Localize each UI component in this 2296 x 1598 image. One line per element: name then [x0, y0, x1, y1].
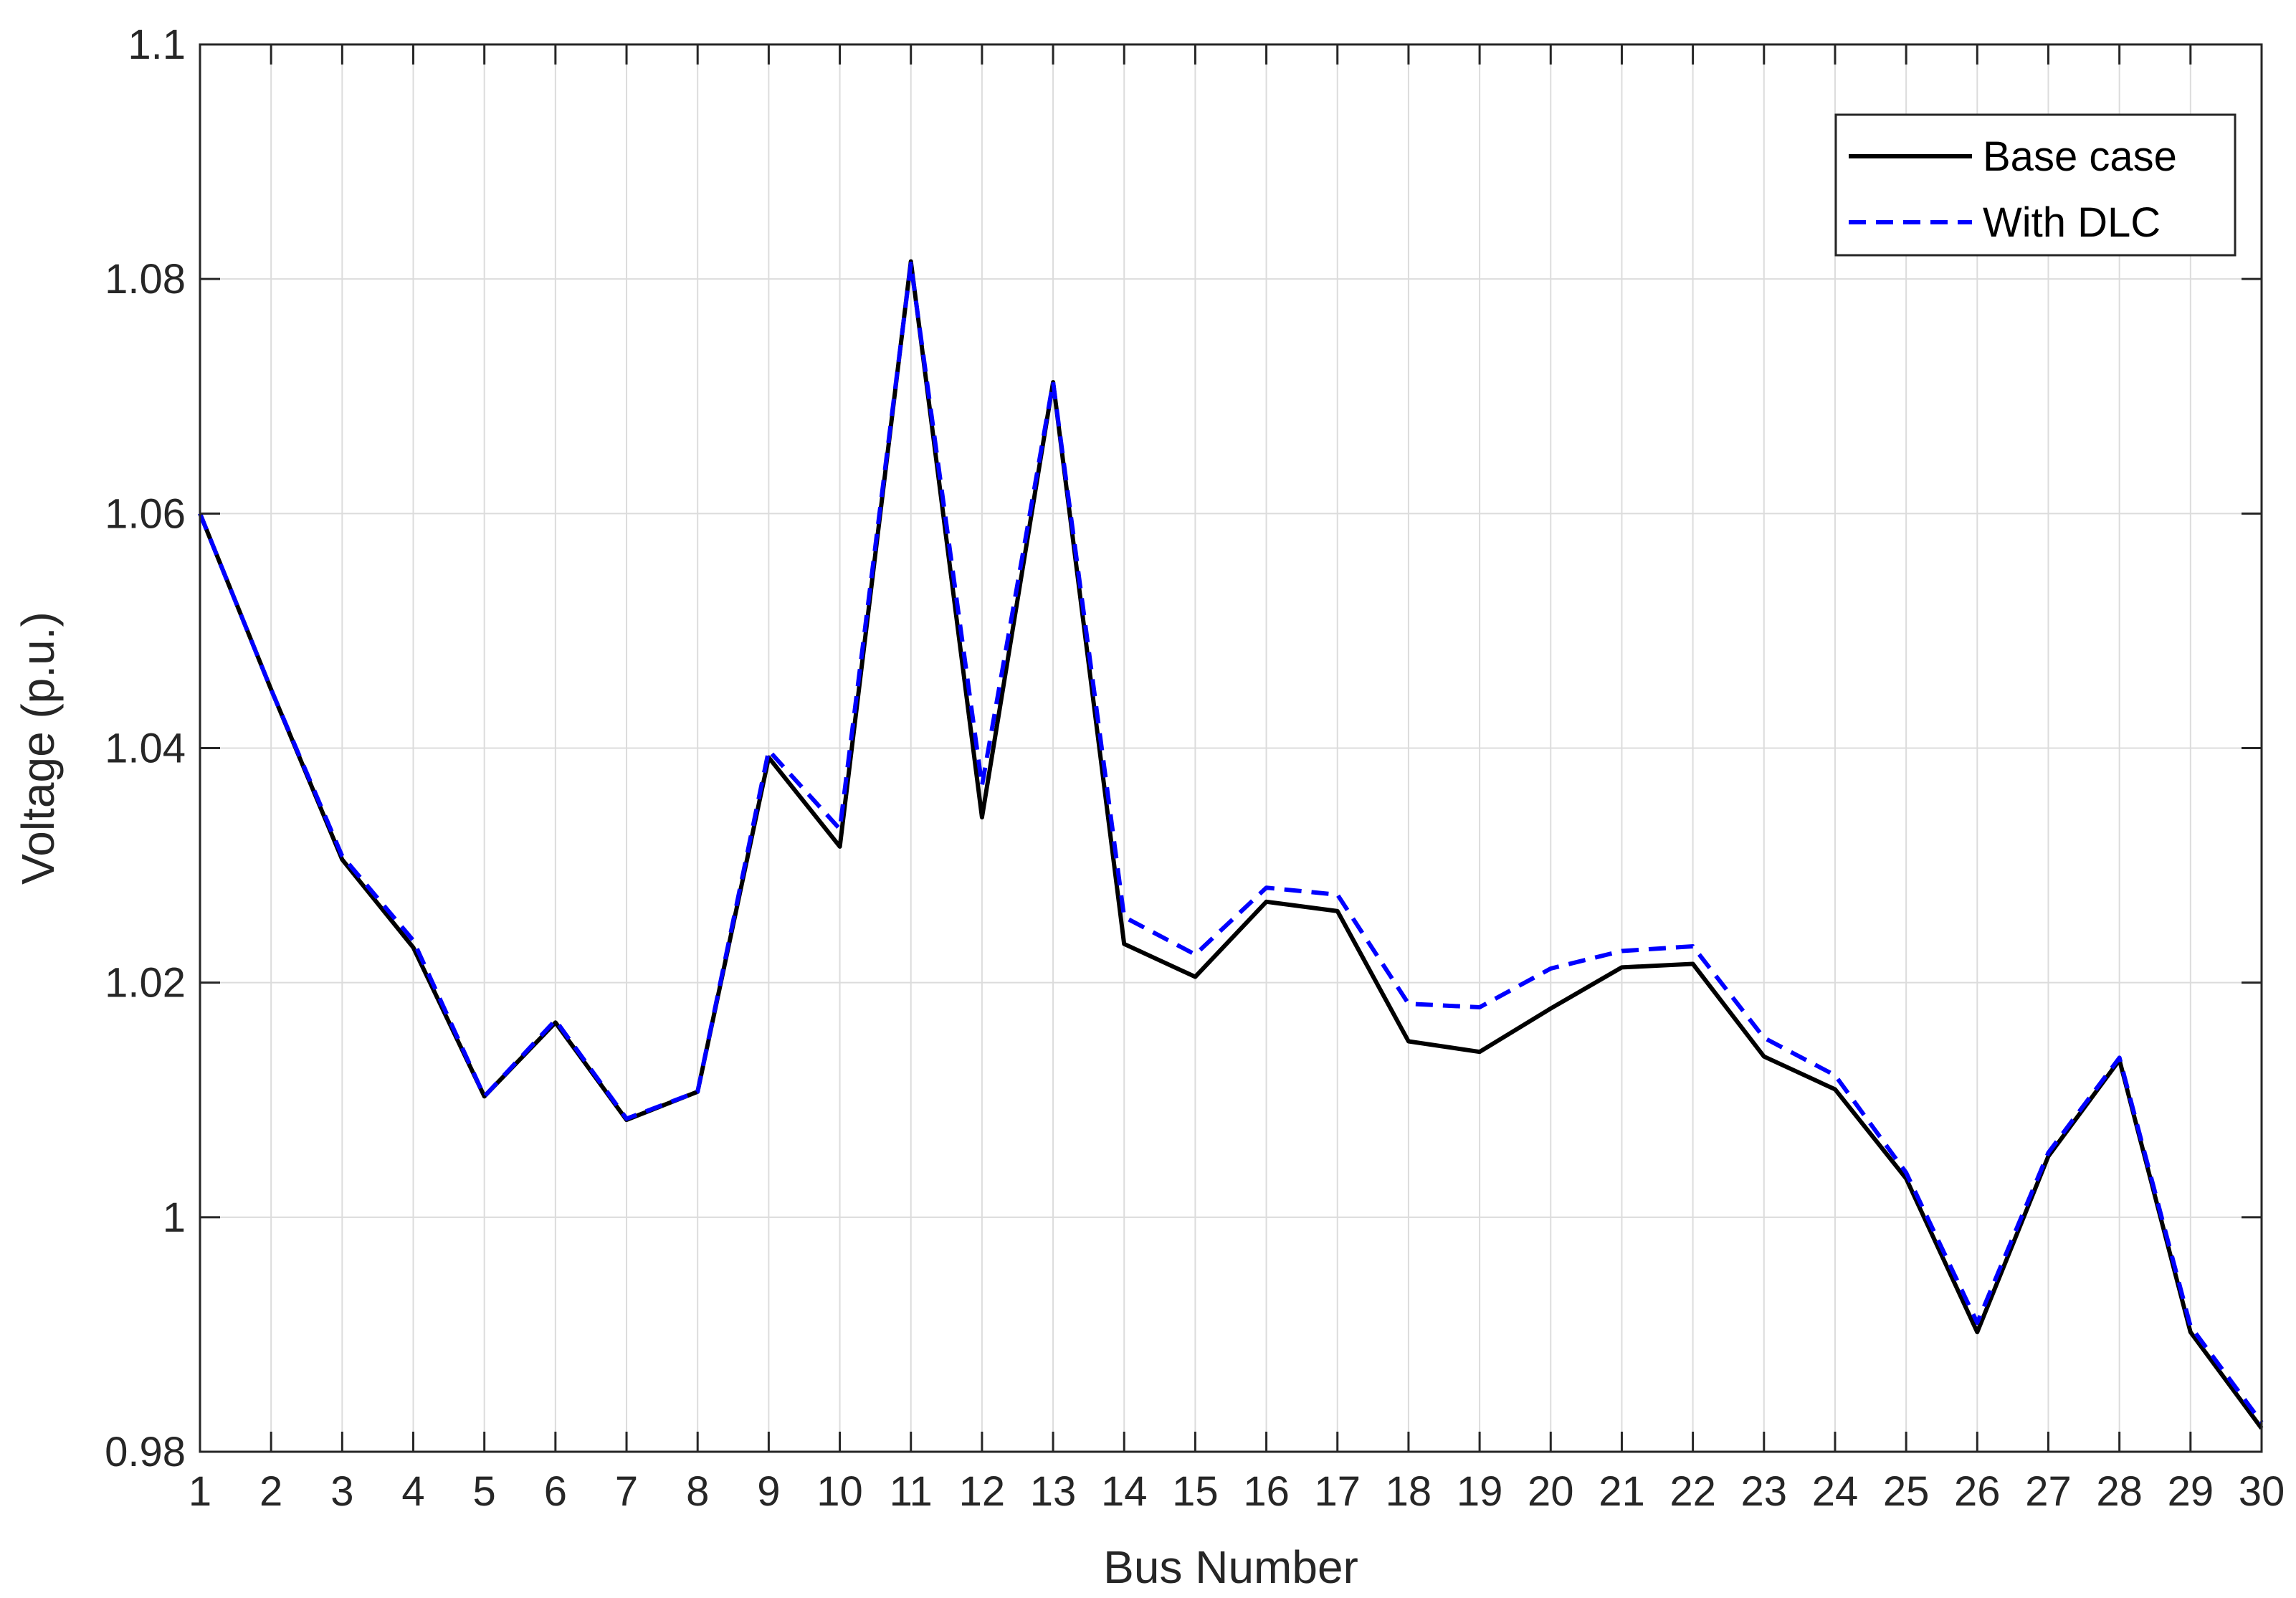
- x-tick-label: 18: [1386, 1468, 1432, 1515]
- x-tick-label: 22: [1669, 1468, 1716, 1515]
- x-tick-label: 25: [1883, 1468, 1930, 1515]
- x-tick-label: 17: [1315, 1468, 1361, 1515]
- x-tick-label: 1: [189, 1468, 211, 1515]
- x-tick-label: 8: [686, 1468, 709, 1515]
- x-tick-label: 29: [2168, 1468, 2214, 1515]
- legend-box: [1834, 113, 2237, 257]
- x-tick-label: 12: [959, 1468, 1006, 1515]
- x-axis-title: Bus Number: [1103, 1541, 1358, 1593]
- y-tick-label: 1.08: [105, 256, 186, 303]
- y-tick-labels: 0.98 1 1.02 1.04 1.06 1.08 1.1: [105, 22, 186, 1475]
- x-tick-labels: 1 2 3 4 5 6 7 8 9 10 11 12 13 14 15 16 17 18 19 20 21 22 23 24 2…: [189, 1468, 2285, 1515]
- grid-lines: [199, 44, 2262, 1452]
- y-tick-label: 1.02: [105, 960, 186, 1007]
- series-line-with-dlc: [198, 261, 2264, 1424]
- series-lines: [198, 259, 2264, 1430]
- y-tick-label: 1: [163, 1194, 186, 1241]
- axis-ticks: [199, 43, 2263, 1453]
- legend: Base case With DLC: [1834, 113, 2237, 257]
- legend-label: With DLC: [1983, 199, 2161, 246]
- x-tick-label: 9: [757, 1468, 780, 1515]
- x-tick-label: 14: [1101, 1468, 1148, 1515]
- x-tick-label: 11: [890, 1468, 933, 1515]
- x-tick-label: 2: [259, 1468, 282, 1515]
- x-tick-label: 27: [2025, 1468, 2072, 1515]
- y-axis-title: Voltage (p.u.): [12, 612, 64, 885]
- x-tick-label: 21: [1599, 1468, 1645, 1515]
- x-tick-label: 6: [544, 1468, 567, 1515]
- x-tick-label: 5: [473, 1468, 496, 1515]
- x-tick-label: 19: [1457, 1468, 1503, 1515]
- x-tick-label: 4: [401, 1468, 424, 1515]
- x-tick-label: 7: [615, 1468, 638, 1515]
- y-tick-label: 1.1: [128, 22, 186, 68]
- x-tick-label: 30: [2239, 1468, 2285, 1515]
- x-tick-label: 16: [1243, 1468, 1290, 1515]
- x-tick-label: 15: [1172, 1468, 1219, 1515]
- x-tick-label: 28: [2096, 1468, 2143, 1515]
- x-tick-label: 23: [1741, 1468, 1788, 1515]
- x-tick-label: 10: [816, 1468, 863, 1515]
- y-tick-label: 0.98: [105, 1429, 186, 1475]
- x-tick-label: 26: [1954, 1468, 2001, 1515]
- x-tick-label: 20: [1528, 1468, 1574, 1515]
- x-tick-label: 24: [1812, 1468, 1859, 1515]
- y-tick-label: 1.04: [105, 726, 186, 772]
- x-tick-label: 3: [330, 1468, 353, 1515]
- y-tick-label: 1.06: [105, 490, 186, 537]
- x-tick-label: 13: [1030, 1468, 1077, 1515]
- legend-label: Base case: [1983, 133, 2177, 180]
